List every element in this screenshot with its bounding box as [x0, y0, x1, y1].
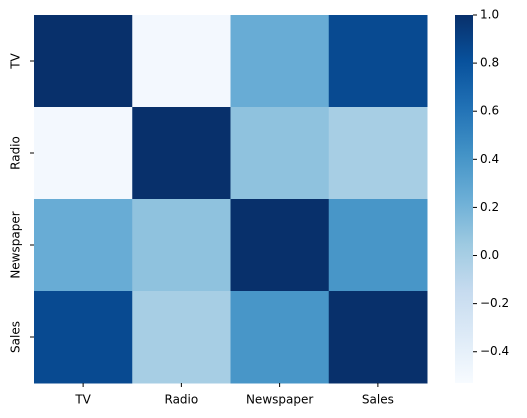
- heatmap-cell: [34, 15, 133, 108]
- x-tick-label: Sales: [362, 393, 394, 407]
- x-tick-label: TV: [74, 393, 91, 407]
- heatmap-cell: [230, 15, 330, 108]
- colorbar-tick-label: −0.4: [480, 344, 509, 358]
- x-tick-label: Newspaper: [246, 393, 313, 407]
- colorbar-tick-label: 1.0: [480, 8, 499, 22]
- heatmap-cell: [230, 291, 330, 384]
- y-tick-label: Radio: [9, 136, 23, 170]
- heatmap-cell: [34, 107, 133, 200]
- heatmap-cell: [328, 107, 428, 200]
- colorbar-tick-label: 0.6: [480, 104, 499, 118]
- colorbar-tick-label: 0.4: [480, 152, 499, 166]
- heatmap-cell: [34, 199, 133, 292]
- heatmap-cell: [328, 15, 428, 108]
- x-tick-label: Radio: [165, 393, 199, 407]
- y-tick-label: Newspaper: [9, 211, 23, 278]
- heatmap-cell: [132, 107, 231, 200]
- colorbar-tick-label: 0.2: [480, 200, 499, 214]
- heatmap-cell: [230, 107, 330, 200]
- heatmap-cell: [328, 199, 428, 292]
- heatmap-cell: [230, 199, 330, 292]
- y-tick-label: Sales: [9, 321, 23, 353]
- heatmap-cell: [132, 199, 231, 292]
- heatmap-cell: [132, 15, 231, 108]
- colorbar: [455, 15, 473, 383]
- heatmap-cell: [132, 291, 231, 384]
- y-tick-label: TV: [9, 52, 23, 69]
- colorbar-tick-label: 0.8: [480, 56, 499, 70]
- heatmap-cell: [328, 291, 428, 384]
- colorbar-tick-label: 0.0: [480, 248, 499, 262]
- colorbar-tick-label: −0.2: [480, 296, 509, 310]
- heatmap-cell: [34, 291, 133, 384]
